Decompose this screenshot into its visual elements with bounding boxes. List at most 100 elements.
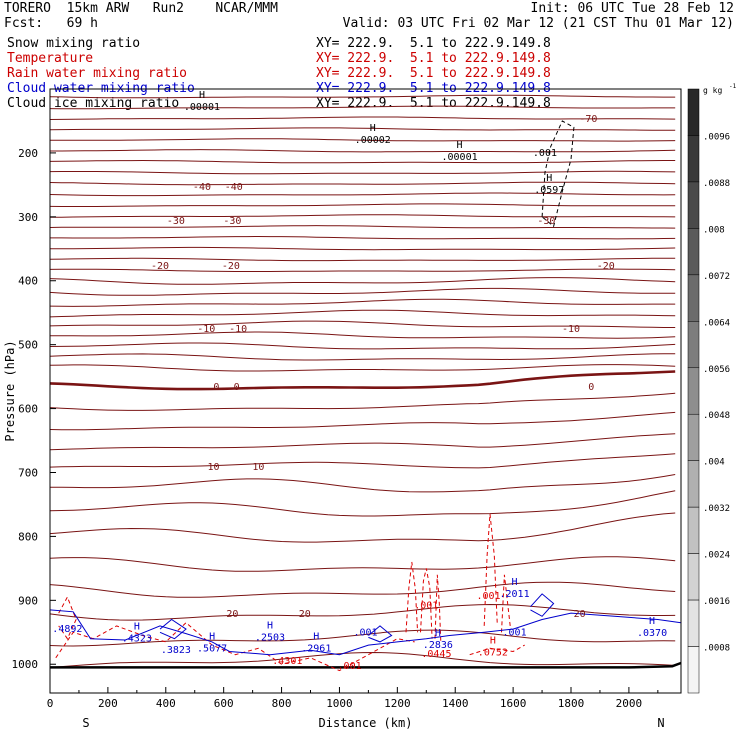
colorbar-unit: g kg [703, 86, 722, 95]
x-tick-label: 200 [98, 697, 118, 710]
isotherm-label: -30 [537, 216, 555, 227]
isotherm-label: -20 [222, 261, 240, 272]
x-tick-label: 600 [214, 697, 234, 710]
isotherm-label: 20 [574, 609, 586, 620]
extremum-value: .2836 [423, 640, 453, 651]
isotherm-line [49, 370, 676, 391]
isotherm-line [49, 159, 676, 164]
rain-contour [434, 574, 442, 642]
y-tick-label: 1000 [12, 658, 39, 671]
colorbar-segment [687, 274, 700, 322]
colorbar-segment [687, 460, 700, 508]
colorbar-segment [687, 135, 700, 183]
isotherm-label: -20 [151, 261, 169, 272]
isotherm-label: 20 [226, 609, 238, 620]
colorbar-segment [687, 181, 700, 229]
isotherm-label: -40 [193, 182, 211, 193]
extremum-marker: H [546, 173, 552, 184]
contour-extremum-label: .4301 [272, 656, 302, 667]
isotherm-line [49, 225, 676, 229]
colorbar-tick-label: .0016 [703, 597, 730, 607]
cloud-water-contours [49, 593, 682, 656]
extremum-value: .2011 [500, 589, 530, 600]
isotherm-line [49, 287, 676, 296]
cloud-water-contour [159, 618, 187, 640]
contour-extremum-label: .001 [414, 600, 438, 611]
isotherm-label: 10 [252, 462, 264, 473]
x-tick-label: 1800 [558, 697, 585, 710]
colorbar-tick-label: .0064 [703, 318, 730, 328]
extremum-marker: H [370, 123, 376, 134]
ice-contour [541, 120, 575, 228]
header-run-info: TORERO 15km ARW Run2 NCAR/MMM [4, 1, 278, 16]
colorbar-tick-label: .0096 [703, 132, 730, 142]
extremum-marker: H [435, 628, 441, 639]
field-xy: XY= 222.9. 5.1 to 222.9.149.8 [316, 66, 551, 81]
extremum-marker: H [457, 140, 463, 151]
extremum-value: .4301 [272, 656, 302, 667]
cloud-water-contour [49, 609, 682, 656]
extremum-value: .2961 [301, 643, 331, 654]
isotherm-label: 0 [234, 382, 240, 393]
header-valid-time: Valid: 03 UTC Fri 02 Mar 12 (21 CST Thu … [342, 16, 734, 31]
contour-extremum-label: H.2836 [423, 628, 453, 651]
colorbar-tick-label: .0032 [703, 504, 730, 514]
extremum-value: .001 [353, 627, 377, 638]
isotherm-line [49, 277, 676, 285]
isotherm-line [49, 433, 676, 451]
isotherm-line [49, 651, 676, 668]
extremum-marker: H [267, 620, 273, 631]
field-name: Snow mixing ratio [7, 36, 141, 51]
colorbar-segment [687, 228, 700, 276]
contour-extremum-label: H.2503 [255, 620, 285, 643]
rain-contour [55, 622, 415, 672]
extremum-value: .5077 [197, 643, 227, 654]
colorbar-segment [687, 646, 700, 694]
north-label: N [657, 716, 664, 730]
x-tick-label: 400 [156, 697, 176, 710]
south-label: S [82, 716, 89, 730]
contour-extremum-label: H.2011 [500, 577, 530, 600]
colorbar-segment [687, 367, 700, 415]
extremum-value: .001 [414, 600, 438, 611]
colorbar-tick-label: .008 [703, 225, 725, 235]
isotherm-line [49, 127, 676, 131]
x-tick-label: 1000 [326, 697, 353, 710]
isotherm-label: 0 [213, 382, 219, 393]
colorbar-tick-label: .0024 [703, 551, 730, 561]
contour-extremum-label: H.00002 [355, 123, 391, 146]
extremum-marker: H [209, 631, 215, 642]
extremum-value: .00001 [184, 102, 220, 113]
ground-line [50, 661, 682, 669]
isotherm-label: -70 [579, 114, 597, 125]
isotherm-line [49, 490, 676, 517]
isotherm-line [49, 181, 676, 186]
contour-extremum-label: H.0752 [478, 636, 508, 659]
isotherm-label: 20 [299, 609, 311, 620]
isotherm-line [49, 320, 676, 328]
extremum-marker: H [512, 577, 518, 588]
contour-extremum-label: H.0597 [534, 173, 564, 196]
contour-extremum-label: .0445 [421, 649, 451, 660]
isotherm-line [50, 149, 676, 153]
contour-labels: -70 -40 -40 -30 -30 -30 -20 -20 -20 -10 -10 -10 0 0 0 1… [52, 90, 667, 672]
isotherm-line [49, 603, 676, 621]
extremum-value: .3823 [161, 645, 191, 656]
colorbar-segment [687, 88, 700, 136]
isotherm-line [49, 331, 676, 339]
isotherm-line [49, 257, 676, 262]
isotherm-line [49, 353, 676, 361]
isotherm-line [49, 629, 676, 647]
colorbar-tick-label: .0008 [703, 644, 730, 654]
isotherm-line [49, 342, 676, 350]
x-tick-label: 1200 [384, 697, 411, 710]
extremum-value: .2503 [255, 632, 285, 643]
y-tick-label: 200 [18, 147, 38, 160]
rain-contour [405, 561, 419, 633]
extremum-value: .001 [533, 148, 557, 159]
colorbar: .0096 .0088 .008 .0072 .0064 .0056 .0048 .004 .0… [687, 83, 737, 694]
isotherm-line [49, 392, 676, 411]
rain-contour [58, 595, 77, 640]
isotherm-line [49, 105, 676, 110]
